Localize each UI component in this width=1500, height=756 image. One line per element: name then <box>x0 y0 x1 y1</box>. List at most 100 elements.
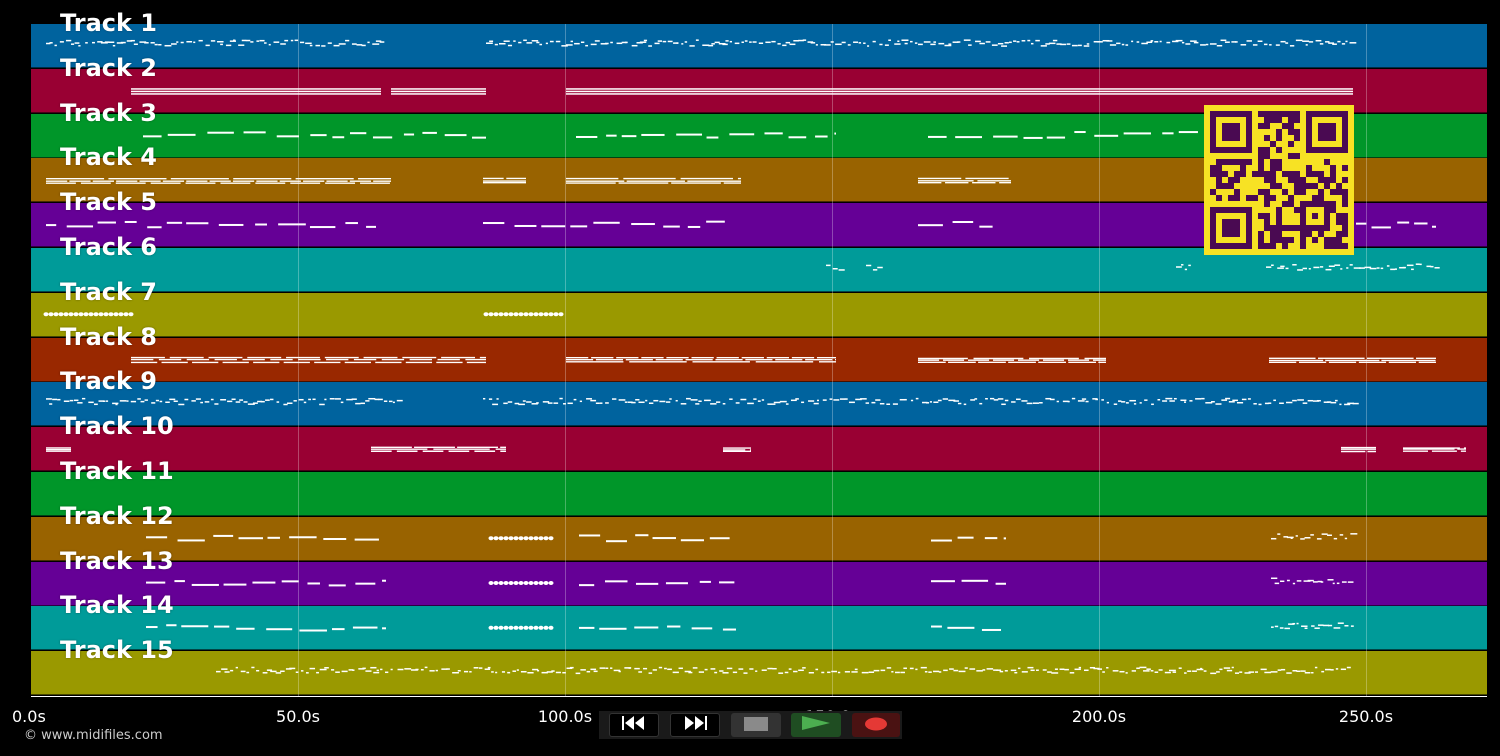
note <box>103 312 109 317</box>
rewind-button[interactable] <box>609 713 659 737</box>
track-lane[interactable] <box>31 248 1487 292</box>
note <box>498 581 504 585</box>
note <box>366 225 376 228</box>
note <box>1320 581 1324 583</box>
note <box>1071 397 1076 400</box>
note <box>97 41 103 43</box>
note <box>514 402 520 405</box>
note <box>986 668 994 670</box>
fast-forward-button[interactable] <box>670 713 720 737</box>
note <box>1311 625 1315 627</box>
note <box>953 400 960 402</box>
note <box>391 93 486 95</box>
note <box>813 402 819 405</box>
time-tick-label: 250.0s <box>1338 707 1394 726</box>
note <box>270 670 277 673</box>
note <box>680 403 687 405</box>
note <box>1089 666 1096 669</box>
note <box>565 44 573 46</box>
note <box>1162 132 1174 135</box>
play-icon <box>801 715 831 735</box>
note <box>929 401 933 403</box>
note <box>1426 265 1432 268</box>
play-button[interactable] <box>791 713 841 737</box>
note <box>1269 44 1272 46</box>
track-lane[interactable] <box>31 292 1487 337</box>
note <box>334 398 341 400</box>
note <box>1284 627 1290 630</box>
note <box>851 671 858 673</box>
note <box>1165 397 1173 400</box>
note <box>143 135 162 138</box>
note <box>1292 399 1297 402</box>
time-tick-label: 200.0s <box>1071 707 1127 726</box>
track-lane[interactable] <box>31 24 1487 68</box>
note <box>949 668 954 670</box>
record-button[interactable] <box>852 713 900 737</box>
note <box>1317 580 1323 583</box>
note <box>1157 399 1161 401</box>
note <box>810 42 816 44</box>
track-lane[interactable] <box>31 382 1487 427</box>
note <box>478 667 483 669</box>
note <box>1414 222 1428 225</box>
note <box>767 403 772 405</box>
note <box>1322 624 1330 627</box>
note <box>543 312 549 317</box>
note <box>1258 403 1262 406</box>
note <box>580 669 586 671</box>
note <box>543 581 549 585</box>
note <box>574 42 580 45</box>
track-label: Track 2 <box>60 53 158 82</box>
note <box>1307 579 1314 582</box>
note <box>698 400 702 402</box>
note <box>1236 401 1244 404</box>
note <box>1200 44 1206 46</box>
note <box>770 403 776 405</box>
stop-button[interactable] <box>731 713 781 737</box>
note <box>1318 624 1324 626</box>
note <box>652 669 657 671</box>
note <box>958 670 966 673</box>
note <box>331 628 345 631</box>
note <box>191 400 196 402</box>
note <box>360 402 365 405</box>
note <box>947 626 975 629</box>
note <box>1271 626 1274 628</box>
track-lane[interactable] <box>31 561 1487 606</box>
note <box>1353 267 1361 269</box>
note <box>798 669 804 672</box>
note <box>166 624 177 627</box>
track-label: Track 7 <box>60 277 158 306</box>
note <box>1056 43 1062 45</box>
note <box>1042 669 1047 671</box>
track-lane[interactable] <box>31 427 1487 472</box>
note <box>473 667 479 669</box>
rewind-icon <box>619 715 649 735</box>
note <box>1086 43 1090 45</box>
note <box>503 581 509 585</box>
note <box>1203 670 1207 672</box>
note <box>126 40 133 42</box>
note <box>533 312 539 317</box>
note <box>1175 39 1183 42</box>
note <box>533 625 539 630</box>
note <box>729 398 733 400</box>
note <box>1159 40 1162 43</box>
note <box>532 668 539 671</box>
note <box>508 581 514 585</box>
note <box>854 668 858 671</box>
note <box>166 221 183 224</box>
note <box>853 41 859 43</box>
note <box>645 399 648 402</box>
note <box>1121 401 1126 403</box>
note <box>1143 670 1150 672</box>
note <box>714 41 720 44</box>
note <box>1040 45 1047 47</box>
note <box>579 534 601 537</box>
note <box>1335 668 1339 670</box>
track-lane[interactable] <box>31 651 1487 696</box>
note <box>1189 400 1193 402</box>
note <box>235 666 238 669</box>
track-lane[interactable] <box>31 472 1487 516</box>
